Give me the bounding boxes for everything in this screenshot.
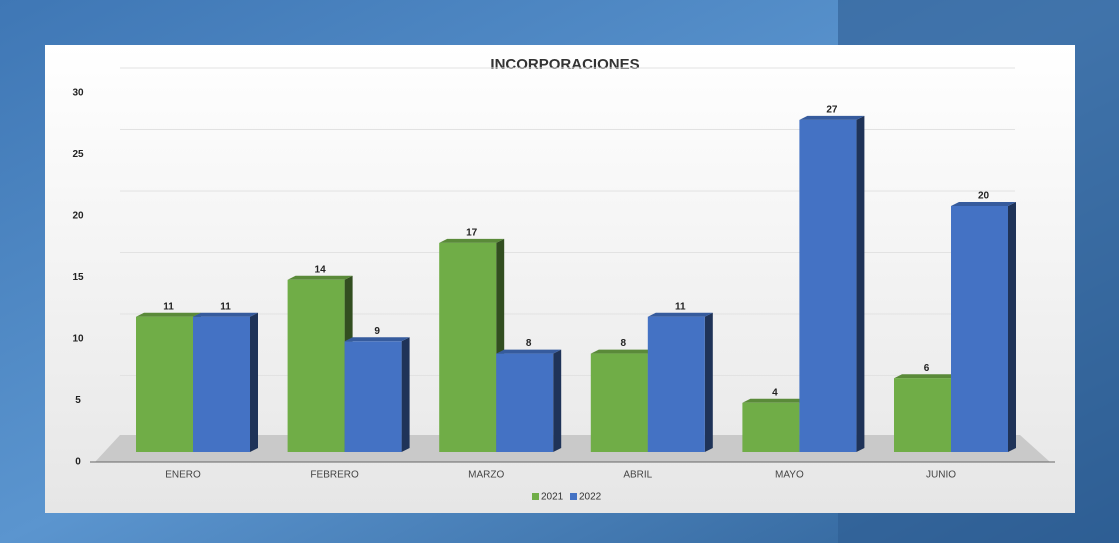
data-label: 8 xyxy=(621,338,627,349)
bar-side xyxy=(401,337,410,452)
bar xyxy=(496,349,562,452)
bar-front xyxy=(590,353,648,452)
bar xyxy=(439,238,505,452)
bar xyxy=(287,275,353,452)
x-tick-label: JUNIO xyxy=(926,470,956,481)
bar-front xyxy=(742,402,800,452)
bar xyxy=(742,398,808,452)
bar xyxy=(344,337,410,452)
bar-front xyxy=(287,279,345,452)
bar-side xyxy=(553,349,562,452)
legend-label: 2021 xyxy=(541,492,564,503)
bar-top xyxy=(193,312,258,317)
data-label: 11 xyxy=(220,301,231,312)
y-tick-label: 10 xyxy=(72,334,84,345)
plot: 0 5 10 15 20 25 30 ENERO 11 11 FEBRERO 14 9 MARZO 17 8 A… xyxy=(72,67,1016,503)
bar-top xyxy=(344,337,410,342)
data-label: 8 xyxy=(526,338,532,349)
bar xyxy=(799,115,865,453)
data-label: 20 xyxy=(978,191,990,202)
y-tick-label: 15 xyxy=(72,272,84,283)
bar xyxy=(951,202,1016,452)
x-tick-label: MAYO xyxy=(775,470,804,481)
bar-front xyxy=(439,242,497,452)
bar-front xyxy=(344,341,402,452)
bar xyxy=(647,312,713,452)
data-label: 11 xyxy=(675,301,686,312)
y-tick-label: 25 xyxy=(72,149,84,160)
data-label: 14 xyxy=(315,264,327,275)
bar xyxy=(894,374,959,452)
bar-front xyxy=(496,353,554,452)
bar-top xyxy=(496,349,562,354)
data-label: 27 xyxy=(826,105,838,116)
bar-top xyxy=(439,238,505,243)
data-label: 6 xyxy=(924,363,930,374)
x-tick-label: ENERO xyxy=(165,470,201,481)
y-tick-label: 20 xyxy=(72,211,84,222)
bar-front xyxy=(894,378,951,452)
data-label: 4 xyxy=(772,387,778,398)
y-tick-label: 30 xyxy=(72,88,84,99)
bar-front xyxy=(951,206,1008,452)
data-label: 9 xyxy=(374,326,380,337)
y-tick-label: 5 xyxy=(75,395,81,406)
bar-front xyxy=(136,316,193,452)
bar-side xyxy=(704,312,713,452)
bar xyxy=(590,349,656,452)
bar-top xyxy=(287,275,353,280)
x-tick-label: MARZO xyxy=(468,470,504,481)
data-label: 17 xyxy=(466,228,478,239)
chart-title: INCORPORACIONES xyxy=(490,56,639,73)
bar-top xyxy=(742,398,808,403)
bar-side xyxy=(856,115,865,453)
bar-side xyxy=(1008,202,1016,452)
bar xyxy=(136,312,201,452)
x-tick-label: FEBRERO xyxy=(310,470,359,481)
x-tick-label: ABRIL xyxy=(623,470,652,481)
bar-top xyxy=(894,374,959,379)
bar-top xyxy=(590,349,656,354)
data-label: 11 xyxy=(163,301,174,312)
bar-top xyxy=(799,115,865,120)
bar-side xyxy=(250,312,258,452)
bar-front xyxy=(799,119,857,453)
bar-top xyxy=(136,312,201,317)
y-tick-label: 0 xyxy=(75,457,81,468)
legend-swatch xyxy=(570,493,577,500)
bar-front xyxy=(193,316,250,452)
bar-top xyxy=(647,312,713,317)
bar-top xyxy=(951,202,1016,206)
legend-swatch xyxy=(532,493,539,500)
bar xyxy=(193,312,258,452)
legend-label: 2022 xyxy=(579,492,602,503)
bar-front xyxy=(647,316,705,452)
